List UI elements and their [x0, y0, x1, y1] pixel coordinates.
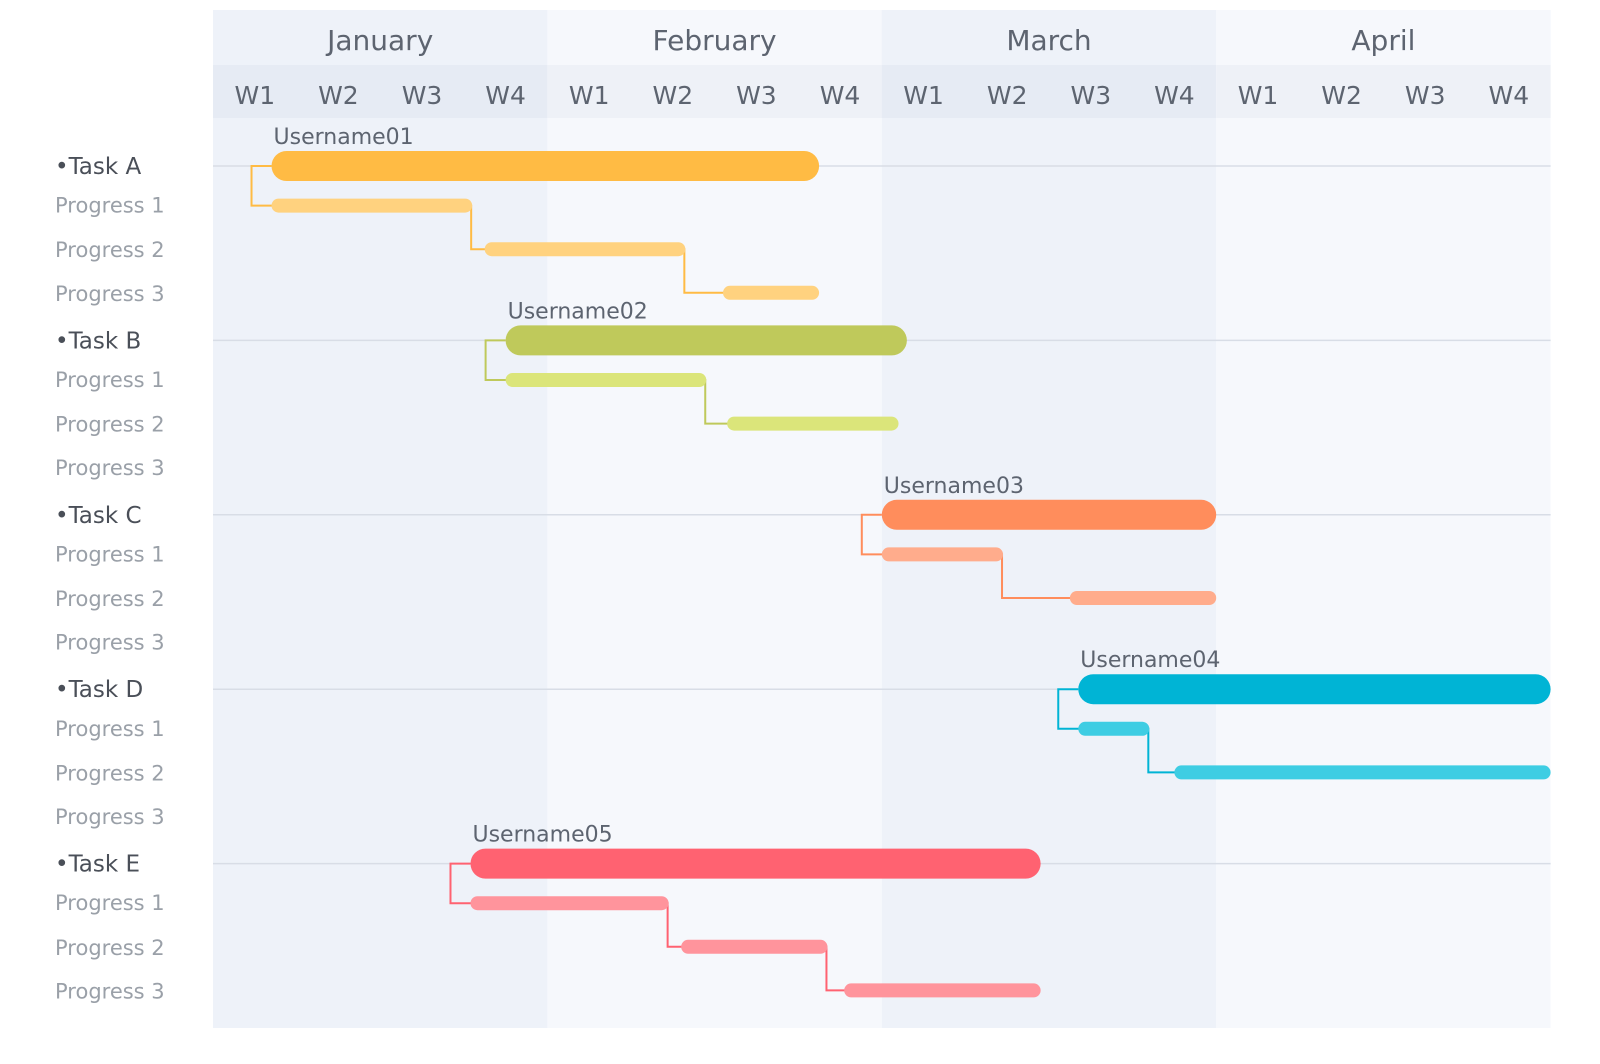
progress-bar[interactable]	[881, 547, 1004, 562]
task-bar[interactable]	[1078, 674, 1551, 705]
month-header-band	[547, 10, 882, 65]
timeline-header: January W1 W2 W3 W4 February W1 W2 W3 W4 March W1 W2…	[234, 24, 1529, 110]
task-owner-label: Username05	[472, 823, 612, 848]
week-label: W1	[1238, 81, 1279, 110]
progress-bar[interactable]	[1174, 765, 1551, 780]
dependency-connector	[449, 862, 475, 905]
progress-label: Progress 3	[55, 456, 165, 480]
dependency-connector	[860, 513, 886, 556]
week-label: W3	[736, 81, 777, 110]
progress-bar[interactable]	[681, 939, 828, 954]
progress-label: Progress 1	[55, 891, 165, 915]
week-label: W1	[903, 81, 944, 110]
week-label: W3	[402, 81, 443, 110]
row-labels: •Task A Progress 1 Progress 2 Progress 3 Use…	[55, 125, 1220, 1003]
progress-bar[interactable]	[470, 896, 669, 911]
bars	[271, 151, 1551, 998]
progress-bar[interactable]	[505, 373, 707, 387]
task-owner-label: Username04	[1080, 648, 1220, 673]
task-owner-label: Username02	[508, 299, 648, 324]
progress-bar[interactable]	[727, 416, 899, 431]
task-bar[interactable]	[271, 151, 820, 181]
progress-label: Progress 2	[55, 761, 165, 785]
task-label: •Task B	[55, 328, 141, 354]
progress-bar[interactable]	[1078, 721, 1150, 736]
task-label: •Task A	[55, 154, 142, 180]
month-label: February	[653, 24, 777, 57]
week-label: W2	[652, 81, 693, 110]
week-label: W1	[234, 81, 275, 110]
dependency-connector	[1057, 688, 1083, 730]
week-label: W1	[569, 81, 610, 110]
week-label: W3	[1070, 81, 1111, 110]
progress-bar[interactable]	[722, 285, 820, 300]
task-bar[interactable]	[505, 325, 907, 356]
week-label: W4	[1154, 81, 1195, 110]
month-label: January	[325, 24, 433, 57]
week-label: W2	[318, 81, 359, 110]
progress-label: Progress 2	[55, 413, 165, 437]
progress-label: Progress 3	[55, 631, 165, 655]
task-bar[interactable]	[470, 848, 1041, 879]
task-owner-label: Username03	[884, 474, 1024, 499]
progress-label: Progress 2	[55, 238, 165, 262]
progress-bar[interactable]	[844, 983, 1041, 998]
week-header-band	[213, 65, 548, 118]
dependency-connector	[250, 165, 276, 207]
task-bar[interactable]	[881, 499, 1217, 530]
month-header-band	[1216, 10, 1551, 65]
progress-label: Progress 3	[55, 805, 165, 829]
week-label: W4	[820, 81, 861, 110]
dependency-connector	[484, 339, 510, 381]
week-label: W4	[485, 81, 526, 110]
progress-label: Progress 1	[55, 368, 165, 392]
progress-bar[interactable]	[271, 198, 473, 213]
task-label: •Task D	[55, 677, 143, 703]
month-header-band	[881, 10, 1217, 65]
progress-bar[interactable]	[484, 242, 686, 257]
week-label: W2	[987, 81, 1028, 110]
task-owner-label: Username01	[274, 125, 414, 150]
progress-label: Progress 3	[55, 282, 165, 306]
month-label: April	[1351, 24, 1415, 57]
month-header-band	[213, 10, 548, 65]
progress-label: Progress 1	[55, 717, 165, 741]
progress-label: Progress 2	[55, 936, 165, 960]
week-label: W2	[1321, 81, 1362, 110]
progress-label: Progress 3	[55, 979, 165, 1003]
progress-label: Progress 2	[55, 587, 165, 611]
month-label: March	[1006, 24, 1091, 57]
week-header-band	[1216, 65, 1551, 118]
task-label: •Task E	[55, 852, 140, 878]
task-label: •Task C	[55, 503, 142, 529]
week-label: W3	[1405, 81, 1446, 110]
week-header-band	[881, 65, 1217, 118]
week-header-band	[547, 65, 882, 118]
progress-bar[interactable]	[1069, 591, 1217, 605]
progress-label: Progress 1	[55, 542, 165, 566]
week-label: W4	[1488, 81, 1529, 110]
month-background	[1216, 10, 1551, 1028]
progress-label: Progress 1	[55, 194, 165, 218]
